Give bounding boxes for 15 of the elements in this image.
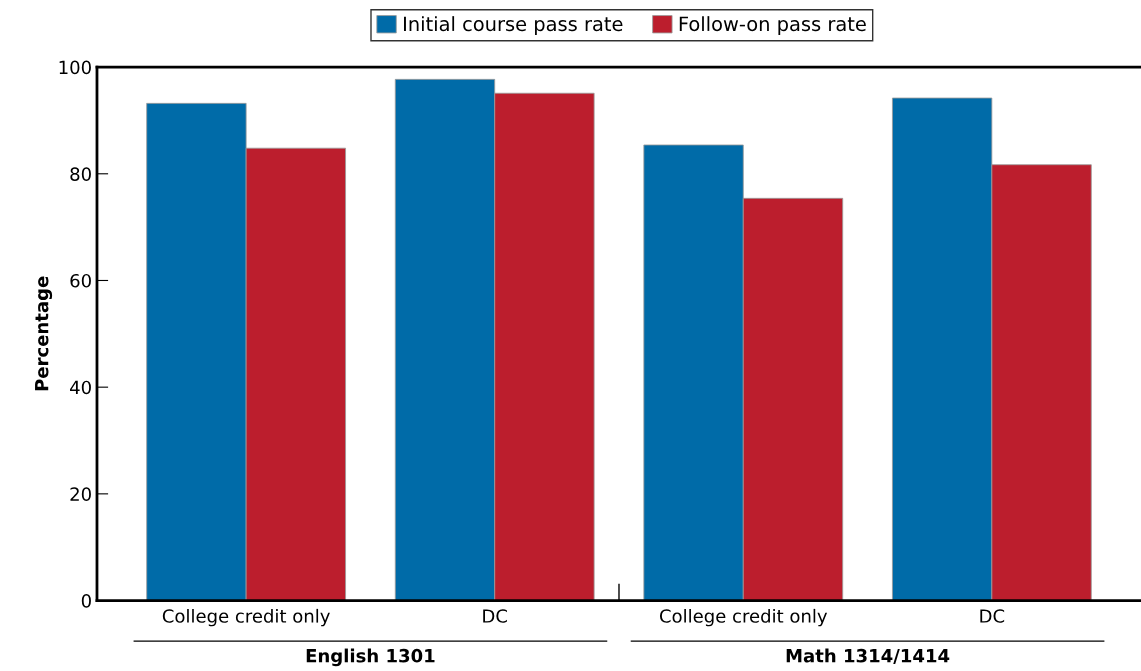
y-tick-label: 40: [70, 380, 91, 395]
x-tick-label: College credit only: [162, 608, 330, 627]
text: Math 1314/1414: [786, 648, 950, 664]
y-tick-label: 80: [70, 167, 91, 181]
x-tick-label: DC: [483, 609, 507, 623]
y-tick-label: 100: [59, 60, 91, 75]
text: English 1301: [306, 648, 435, 667]
legend-label: Follow-on pass rate: [679, 16, 866, 35]
legend-label: Initial course pass rate: [404, 16, 623, 35]
x-tick-label: College credit only: [659, 608, 828, 627]
x-tick-label: DC: [980, 609, 1005, 623]
y-tick-label: 20: [70, 487, 91, 501]
y-axis-title: Percentage: [35, 276, 53, 391]
y-tick-label: 60: [70, 273, 91, 288]
y-tick-label: 0: [81, 594, 91, 608]
